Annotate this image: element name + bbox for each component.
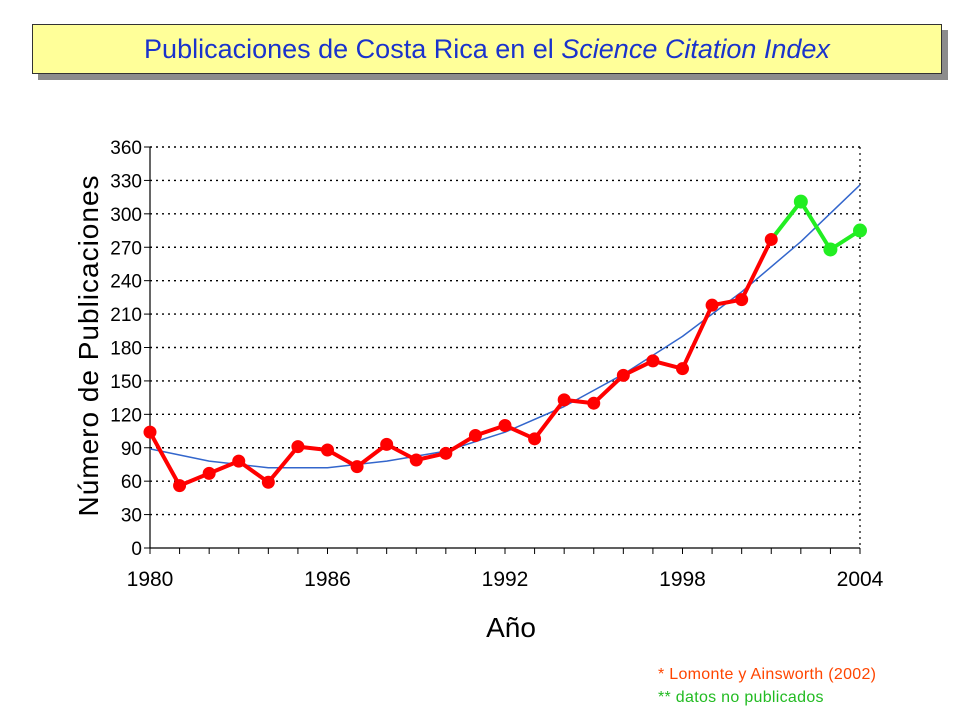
x-tick-label-1986: 1986 bbox=[304, 568, 351, 591]
y-tick-label-330: 330 bbox=[110, 171, 142, 192]
published-point-2000 bbox=[735, 293, 749, 307]
x-tick-label-1992: 1992 bbox=[482, 568, 529, 591]
published-point-1992 bbox=[498, 418, 512, 432]
y-tick-label-60: 60 bbox=[121, 472, 142, 493]
y-tick-label-0: 0 bbox=[131, 539, 142, 560]
y-tick-label-300: 300 bbox=[110, 205, 142, 226]
published-point-1996 bbox=[616, 368, 630, 382]
published-point-1993 bbox=[528, 432, 542, 446]
published-point-1987 bbox=[350, 460, 364, 474]
x-axis-title: Año bbox=[486, 612, 536, 643]
published-point-1983 bbox=[232, 454, 246, 468]
x-tick-label-2004: 2004 bbox=[837, 568, 884, 591]
published-point-1994 bbox=[557, 393, 571, 407]
published-point-1999 bbox=[705, 298, 719, 312]
y-tick-label-210: 210 bbox=[110, 305, 142, 326]
x-tick-label-1980: 1980 bbox=[127, 568, 174, 591]
unpublished-point-2002 bbox=[793, 194, 808, 209]
y-tick-label-30: 30 bbox=[121, 506, 142, 527]
title-part2: Science Citation Index bbox=[561, 33, 830, 64]
published-point-1981 bbox=[173, 479, 187, 493]
published-point-1984 bbox=[261, 475, 275, 489]
unpublished-point-2003 bbox=[823, 242, 838, 257]
unpublished-series-line bbox=[769, 199, 862, 252]
published-point-1990 bbox=[439, 446, 453, 460]
title-box: Publicaciones de Costa Rica en el Scienc… bbox=[32, 24, 942, 74]
published-point-1980 bbox=[143, 425, 157, 439]
published-point-1986 bbox=[321, 443, 334, 457]
published-point-1988 bbox=[380, 437, 394, 451]
note-source: * Lomonte y Ainsworth (2002) bbox=[658, 666, 877, 683]
y-tick-label-90: 90 bbox=[121, 439, 142, 460]
y-tick-label-120: 120 bbox=[110, 405, 142, 426]
published-point-1991 bbox=[468, 428, 482, 442]
published-point-1985 bbox=[291, 440, 305, 454]
published-point-1997 bbox=[646, 354, 660, 368]
y-axis-title: Número de Publicaciones bbox=[73, 174, 104, 516]
y-tick-label-270: 270 bbox=[110, 238, 142, 259]
unpublished-point-2004 bbox=[853, 223, 867, 238]
y-tick-label-150: 150 bbox=[110, 372, 142, 393]
published-point-1982 bbox=[202, 466, 216, 480]
y-tick-label-360: 360 bbox=[110, 138, 142, 159]
published-point-1995 bbox=[587, 396, 601, 410]
x-tick-label-1998: 1998 bbox=[659, 568, 706, 591]
y-tick-label-240: 240 bbox=[110, 272, 142, 293]
published-point-2001 bbox=[764, 232, 778, 246]
note-unpublished: ** datos no publicados bbox=[658, 689, 824, 706]
page-title: Publicaciones de Costa Rica en el Scienc… bbox=[144, 34, 830, 65]
published-point-1989 bbox=[409, 453, 423, 467]
trend-line bbox=[149, 184, 861, 469]
title-part1: Publicaciones de Costa Rica en el bbox=[144, 33, 562, 64]
y-tick-label-180: 180 bbox=[110, 339, 142, 360]
published-point-1998 bbox=[676, 362, 689, 376]
published-series-line bbox=[148, 238, 774, 488]
footnotes: * Lomonte y Ainsworth (2002) ** datos no… bbox=[658, 663, 876, 709]
